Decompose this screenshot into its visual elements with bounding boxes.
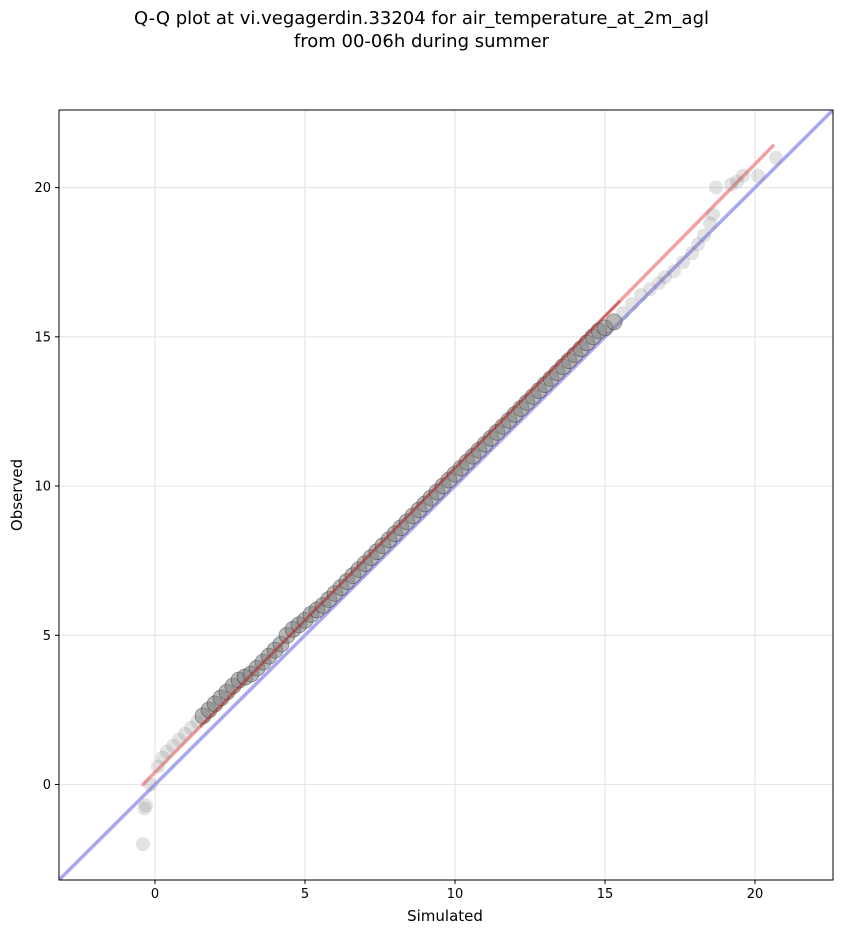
data-point [616,305,630,320]
data-point [709,180,723,195]
data-point [730,174,744,189]
data-point [178,726,192,741]
data-point [667,264,681,279]
data-point [160,744,174,759]
data-point [652,276,666,291]
data-point [658,270,672,285]
grid-lines [59,110,833,880]
x-tick-label: 5 [301,887,309,902]
data-point [137,801,152,816]
data-point [625,296,639,311]
chart-title-line2: from 00-06h during summer [293,31,550,52]
data-point [706,207,720,222]
x-tick-label: 10 [447,887,464,902]
data-point [172,732,186,747]
y-axis-label: Observed [8,459,26,531]
y-tick-label: 0 [43,778,51,793]
data-point [751,168,765,183]
identity-line [59,110,833,880]
data-point [151,759,165,774]
data-point [166,738,180,753]
data-point [703,216,717,231]
data-point [769,150,783,165]
y-axis-ticks: 0 5 10 15 20 [34,181,59,793]
data-point [643,282,657,297]
data-point [736,168,750,183]
data-point [634,288,648,303]
chart-title-line1: Q-Q plot at vi.vegagerdin.33204 for air_… [134,8,709,29]
data-point [676,255,690,270]
x-tick-label: 0 [151,887,159,902]
x-tick-label: 15 [597,887,614,902]
data-point [697,228,711,243]
y-tick-label: 15 [34,330,51,345]
x-axis-label: Simulated [407,907,483,925]
data-point [155,750,170,765]
y-tick-label: 20 [34,181,51,196]
data-point [136,837,150,852]
data-point [143,777,158,792]
data-point [685,246,699,261]
x-tick-label: 20 [747,887,764,902]
fit-line-overlay [199,300,621,728]
y-tick-label: 5 [43,629,51,644]
data-point [184,720,198,735]
data-point [605,313,623,331]
plot-frame [58,109,834,881]
data-point [724,177,738,192]
plot-area [59,110,833,880]
data-point [691,237,705,252]
x-axis-ticks: 0 5 10 15 20 [151,880,763,902]
y-tick-label: 10 [34,480,51,495]
data-point [139,798,153,813]
